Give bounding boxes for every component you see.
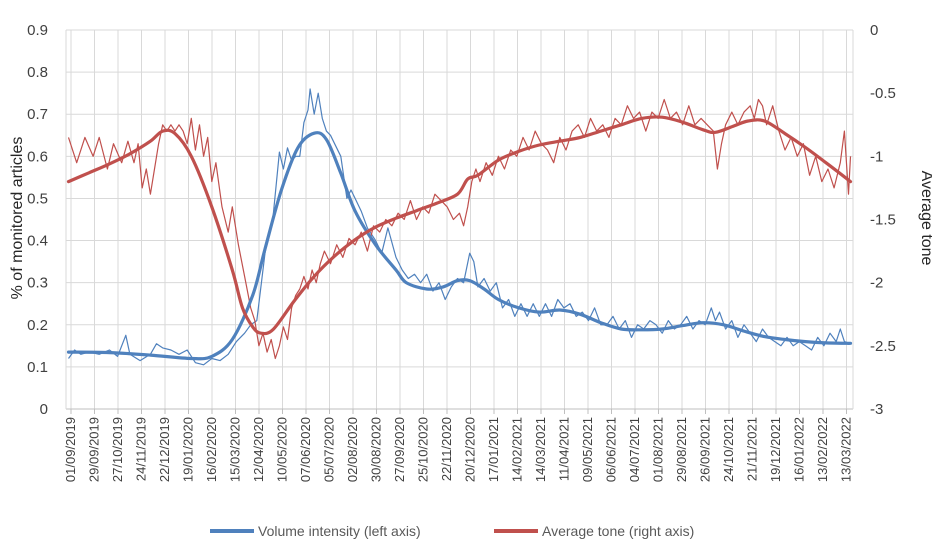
x-tick-label: 14/03/2021 xyxy=(533,417,548,482)
series-volume-daily-line xyxy=(68,88,851,366)
gridlines xyxy=(66,29,853,410)
x-tick-label: 09/05/2021 xyxy=(580,417,595,482)
x-tick-label: 16/01/2022 xyxy=(792,417,807,482)
x-tick-label: 30/08/2020 xyxy=(369,417,384,482)
y-axis-left-title: % of monitored articles xyxy=(9,137,26,300)
y-left-tick-label: 0.7 xyxy=(27,106,48,123)
series-tone-smoothed-line xyxy=(66,115,853,336)
x-tick-label: 01/09/2019 xyxy=(63,417,78,482)
x-tick-label: 14/02/2021 xyxy=(510,417,525,482)
y-right-tick-label: 0 xyxy=(870,22,878,39)
x-tick-label: 25/10/2020 xyxy=(416,417,431,482)
x-tick-label: 06/06/2021 xyxy=(604,417,619,482)
x-tick-label: 07/06/2020 xyxy=(298,417,313,482)
y-left-tick-label: 0.2 xyxy=(27,317,48,334)
y-left-tick-label: 0.1 xyxy=(27,359,48,376)
x-tick-label: 01/08/2021 xyxy=(651,417,666,482)
y-right-tick-label: -0.5 xyxy=(870,85,896,102)
y-axis-right: -3 -2.5 -2 -1.5 -1 -0.5 0 xyxy=(870,22,896,418)
x-tick-label: 05/07/2020 xyxy=(322,417,337,482)
x-tick-label: 13/03/2022 xyxy=(839,417,854,482)
x-tick-label: 17/01/2021 xyxy=(486,417,501,482)
series-layer xyxy=(66,88,853,366)
y-left-tick-label: 0.5 xyxy=(27,190,48,207)
y-right-tick-label: -1 xyxy=(870,148,883,165)
series-volume-smoothed-line xyxy=(66,131,853,361)
y-axis-left: 0 0.1 0.2 0.3 0.4 0.5 0.6 0.7 0.8 0.9 xyxy=(27,22,48,418)
x-tick-label: 26/09/2021 xyxy=(698,417,713,482)
x-tick-label: 12/04/2020 xyxy=(251,417,266,482)
y-right-tick-label: -3 xyxy=(870,401,883,418)
y-left-tick-label: 0.9 xyxy=(27,22,48,39)
legend-label-tone: Average tone (right axis) xyxy=(542,523,694,539)
legend: Volume intensity (left axis) Average ton… xyxy=(210,523,694,539)
x-tick-label: 19/01/2020 xyxy=(181,417,196,482)
y-left-tick-label: 0.6 xyxy=(27,148,48,165)
x-tick-label: 15/03/2020 xyxy=(228,417,243,482)
x-tick-label: 22/11/2020 xyxy=(439,417,454,481)
x-tick-label: 29/09/2019 xyxy=(87,417,102,482)
x-tick-label: 21/11/2021 xyxy=(745,417,760,481)
x-tick-label: 16/02/2020 xyxy=(204,417,219,482)
x-tick-label: 27/10/2019 xyxy=(110,417,125,482)
x-tick-label: 24/11/2019 xyxy=(134,417,149,481)
y-right-tick-label: -2.5 xyxy=(870,338,896,355)
x-tick-label: 27/09/2020 xyxy=(392,417,407,482)
y-right-tick-label: -2 xyxy=(870,275,883,292)
x-tick-label: 19/12/2021 xyxy=(768,417,783,482)
series-tone-daily-line xyxy=(67,98,852,360)
y-left-tick-label: 0.8 xyxy=(27,64,48,81)
x-axis: 01/09/2019 29/09/2019 27/10/2019 24/11/2019… xyxy=(63,409,854,482)
x-tick-label: 29/08/2021 xyxy=(674,417,689,482)
x-tick-label: 02/08/2020 xyxy=(345,417,360,482)
x-tick-label: 22/12/2019 xyxy=(157,417,172,482)
y-left-tick-label: 0 xyxy=(40,401,48,418)
y-axis-right-title: Average tone xyxy=(918,171,932,266)
y-right-tick-label: -1.5 xyxy=(870,212,896,229)
x-tick-label: 10/05/2020 xyxy=(275,417,290,482)
legend-label-volume: Volume intensity (left axis) xyxy=(258,523,421,539)
y-left-tick-label: 0.4 xyxy=(27,233,48,250)
x-tick-label: 20/12/2020 xyxy=(463,417,478,482)
y-left-tick-label: 0.3 xyxy=(27,275,48,292)
x-tick-label: 24/10/2021 xyxy=(721,417,736,482)
x-tick-label: 04/07/2021 xyxy=(627,417,642,482)
plot-area xyxy=(65,30,854,410)
x-tick-label: 11/04/2021 xyxy=(557,417,572,481)
x-tick-label: 13/02/2022 xyxy=(815,417,830,482)
